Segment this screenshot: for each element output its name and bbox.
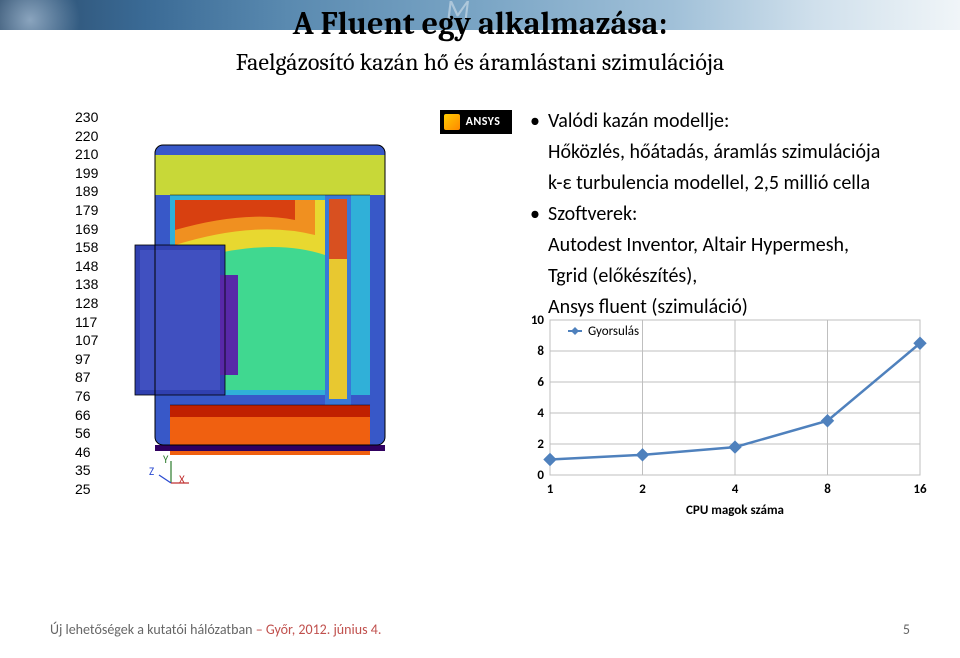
legend-value: 138	[75, 275, 98, 294]
legend-value: 25	[75, 480, 98, 499]
legend-value: 179	[75, 201, 98, 220]
svg-text:4: 4	[732, 482, 739, 497]
svg-text:0: 0	[537, 468, 544, 483]
legend-value: 128	[75, 294, 98, 313]
legend-value: 220	[75, 127, 98, 146]
legend-value: 148	[75, 257, 98, 276]
slide-title: A Fluent egy alkalmazása:	[0, 5, 960, 42]
svg-text:2: 2	[537, 437, 544, 452]
bullet-subline: Autodest Inventor, Altair Hypermesh,	[530, 232, 945, 259]
bullet-subline: k-ε turbulencia modellel, 2,5 millió cel…	[530, 170, 945, 197]
ansys-logo: ANSYS	[440, 110, 512, 134]
legend-value: 117	[75, 313, 98, 332]
footer-text: Új lehetőségek a kutatói hálózatban	[50, 621, 256, 638]
legend-value: 107	[75, 331, 98, 350]
legend-value: 87	[75, 368, 98, 387]
legend-value: 46	[75, 443, 98, 462]
simulation-figure	[115, 115, 425, 500]
svg-text:8: 8	[824, 482, 831, 497]
footer: Új lehetőségek a kutatói hálózatban – Gy…	[50, 621, 381, 638]
legend-value: 199	[75, 164, 98, 183]
legend-value: 76	[75, 387, 98, 406]
bullet-subline: Tgrid (előkészítés),	[530, 263, 945, 290]
axis-z-label: Z	[149, 465, 154, 478]
svg-text:16: 16	[913, 482, 927, 497]
legend-value: 158	[75, 238, 98, 257]
speedup-chart: 0246810124816GyorsulásCPU magok száma	[510, 310, 930, 520]
bullet-item: Valódi kazán modellje:	[530, 108, 945, 135]
bullet-item: Szoftverek:	[530, 201, 945, 228]
svg-text:2: 2	[639, 482, 646, 497]
legend-value: 56	[75, 424, 98, 443]
footer-accent: – Győr, 2012. június 4.	[256, 621, 382, 638]
svg-text:10: 10	[531, 313, 545, 328]
page-number: 5	[903, 621, 910, 638]
svg-text:1: 1	[547, 482, 554, 497]
legend-value: 210	[75, 145, 98, 164]
svg-text:4: 4	[537, 406, 544, 421]
legend-value: 230	[75, 108, 98, 127]
legend-value: 189	[75, 182, 98, 201]
slide-subtitle: Faelgázosító kazán hő és áramlástani szi…	[0, 48, 960, 76]
legend-value: 169	[75, 220, 98, 239]
legend-value: 66	[75, 406, 98, 425]
slide: A Fluent egy alkalmazása: Faelgázosító k…	[0, 0, 960, 658]
legend-value: 35	[75, 461, 98, 480]
axis-triad: Y X Z	[145, 455, 185, 495]
bullet-subline: Hőközlés, hőátadás, áramlás szimulációja	[530, 139, 945, 166]
svg-text:6: 6	[537, 375, 544, 390]
svg-text:CPU magok száma: CPU magok száma	[686, 503, 784, 518]
svg-text:8: 8	[537, 344, 544, 359]
legend-value: 97	[75, 350, 98, 369]
svg-text:Gyorsulás: Gyorsulás	[588, 324, 639, 339]
bullet-list: Valódi kazán modellje: Hőközlés, hőátadás…	[530, 108, 945, 325]
axis-y-label: Y	[163, 453, 168, 466]
color-legend: 2302202101991891791691581481381281171079…	[75, 108, 98, 498]
ansys-logo-text: ANSYS	[466, 115, 501, 129]
axis-x-label: X	[179, 473, 185, 486]
